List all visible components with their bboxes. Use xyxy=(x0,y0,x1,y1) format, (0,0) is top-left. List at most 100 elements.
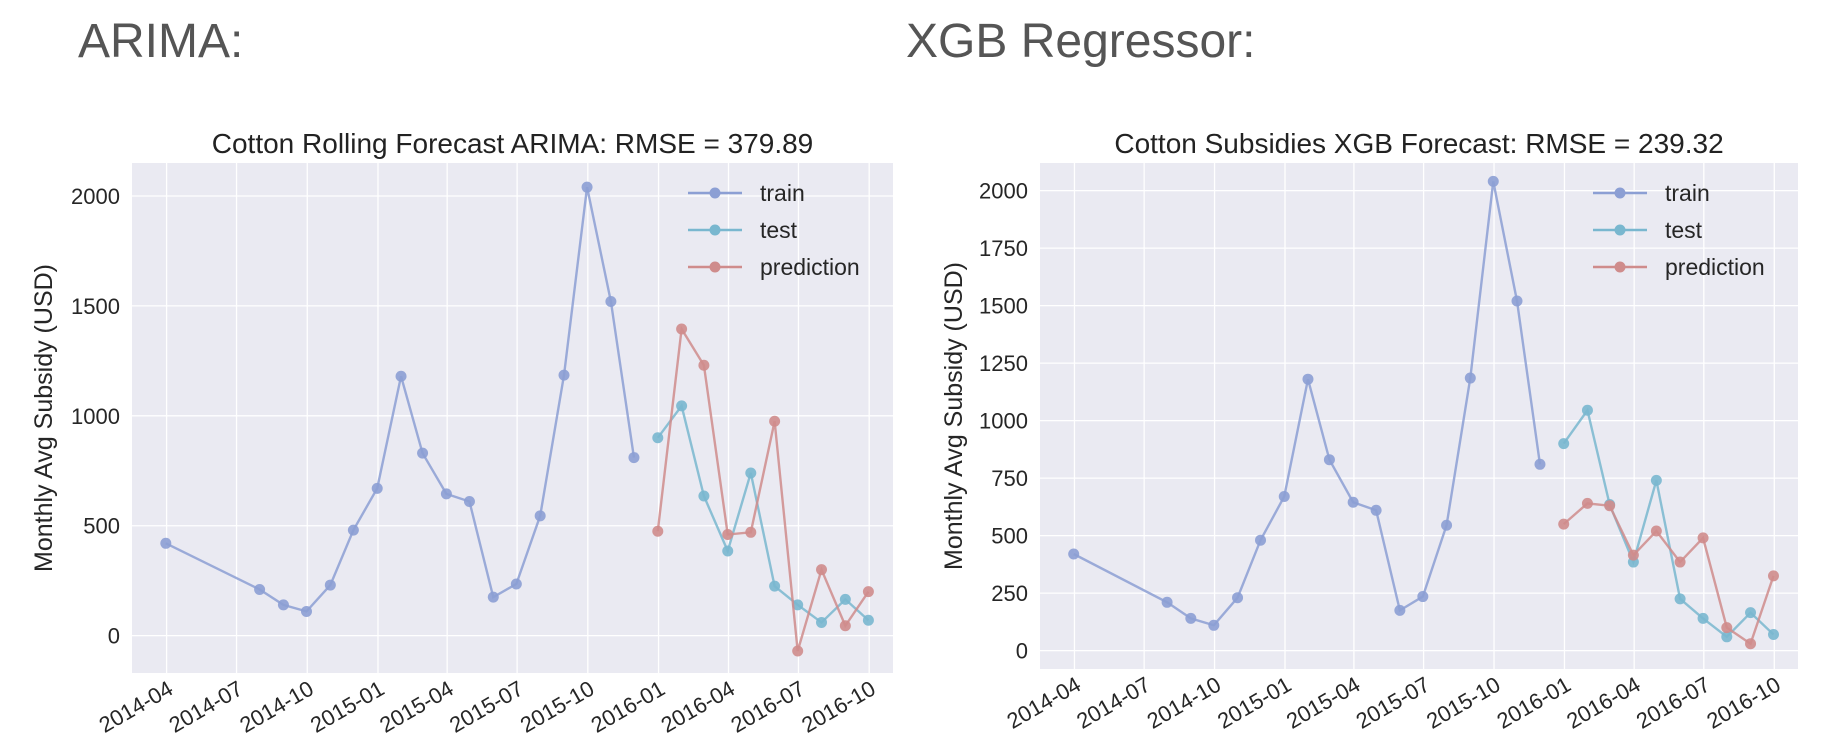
arima-train-point xyxy=(605,295,617,307)
arima-test-point xyxy=(652,432,664,444)
xgb-train-point xyxy=(1208,619,1220,631)
arima-x-tick-label: 2015-07 xyxy=(445,676,527,738)
xgb-test-point xyxy=(1581,404,1593,416)
arima-train-point xyxy=(487,591,499,603)
xgb-y-tick-label: 1250 xyxy=(979,351,1028,376)
arima-test-line xyxy=(656,403,870,625)
xgb-y-axis-label: Monthly Avg Subsidy (USD) xyxy=(940,262,968,570)
xgb-test-point xyxy=(1745,607,1757,619)
arima-y-tick-label: 1500 xyxy=(71,294,120,319)
arima-train-point xyxy=(300,605,312,617)
arima-train-point xyxy=(417,447,429,459)
arima-prediction-point xyxy=(792,645,804,657)
xgb-train-point xyxy=(1534,458,1546,470)
arima-prediction-point xyxy=(745,526,757,538)
xgb-train-point xyxy=(1232,592,1244,604)
xgb-test-point xyxy=(1697,612,1709,624)
xgb-y-tick-label: 0 xyxy=(1016,639,1028,664)
arima-prediction-point xyxy=(839,620,851,632)
xgb-test-point xyxy=(1721,631,1733,643)
xgb-x-tick-label: 2014-04 xyxy=(1003,672,1085,734)
arima-train-point xyxy=(463,496,475,508)
xgb-x-tick-label: 2015-10 xyxy=(1422,672,1504,734)
xgb-y-tick-label: 750 xyxy=(991,466,1028,491)
arima-y-tick-label: 2000 xyxy=(71,184,120,209)
xgb-prediction-line xyxy=(1562,502,1775,646)
arima-test-point xyxy=(816,616,828,628)
xgb-train-point xyxy=(1464,372,1476,384)
arima-prediction-point xyxy=(769,415,781,427)
xgb-y-tick-label: 2000 xyxy=(979,179,1028,204)
arima-x-tick-label: 2016-07 xyxy=(727,676,809,738)
xgb-prediction-point xyxy=(1581,497,1593,509)
xgb-prediction-point xyxy=(1767,570,1779,582)
xgb-x-tick-label: 2014-10 xyxy=(1143,672,1225,734)
xgb-train-point xyxy=(1278,491,1290,502)
xgb-prediction-point xyxy=(1558,518,1570,530)
arima-test-point xyxy=(792,599,804,611)
arima-x-tick-label: 2016-01 xyxy=(587,676,669,738)
arima-train-point xyxy=(440,488,452,500)
xgb-test-point xyxy=(1650,474,1662,486)
arima-y-tick-label: 0 xyxy=(108,624,120,649)
arima-legend-train-marker xyxy=(709,187,721,199)
arima-train-point xyxy=(254,583,266,595)
arima-x-tick-label: 2016-10 xyxy=(797,676,879,738)
xgb-x-tick-label: 2014-07 xyxy=(1072,672,1154,734)
arima-x-tick-label: 2015-10 xyxy=(516,676,598,738)
xgb-legend-test-marker xyxy=(1614,224,1626,236)
xgb-train-point xyxy=(1441,519,1453,531)
arima-chart: 05001000150020002014-042014-072014-10201… xyxy=(30,128,893,738)
arima-heading: ARIMA: xyxy=(78,15,244,68)
arima-prediction-point xyxy=(652,525,664,537)
arima-x-tick-label: 2014-07 xyxy=(165,676,247,738)
xgb-train-point xyxy=(1511,295,1523,307)
xgb-train-point xyxy=(1161,596,1173,608)
xgb-heading: XGB Regressor: xyxy=(906,15,1256,68)
arima-prediction-point xyxy=(698,359,710,371)
arima-legend-test-label: test xyxy=(760,217,798,243)
xgb-x-tick-label: 2016-07 xyxy=(1632,672,1714,734)
arima-x-tick-label: 2015-04 xyxy=(375,676,457,738)
arima-test-point xyxy=(676,400,688,412)
xgb-train-point xyxy=(1347,496,1359,508)
xgb-train-point xyxy=(1370,504,1382,516)
xgb-prediction-point xyxy=(1650,525,1662,537)
arima-test-point xyxy=(698,490,710,502)
arima-x-tick-label: 2015-01 xyxy=(306,676,388,738)
xgb-train-point xyxy=(1417,591,1429,603)
xgb-prediction-point xyxy=(1697,532,1709,544)
arima-train-point xyxy=(324,579,336,591)
arima-y-axis-label: Monthly Avg Subsidy (USD) xyxy=(30,264,58,572)
arima-train-point xyxy=(160,537,172,549)
xgb-train-point xyxy=(1255,534,1267,546)
xgb-legend-train-marker xyxy=(1614,187,1626,199)
xgb-plot-area xyxy=(1040,163,1798,669)
xgb-train-point xyxy=(1302,373,1314,385)
xgb-x-tick-label: 2016-10 xyxy=(1702,672,1784,734)
xgb-legend-prediction-marker xyxy=(1614,261,1626,273)
xgb-train-point xyxy=(1068,548,1080,560)
xgb-test-point xyxy=(1674,593,1686,605)
xgb-y-tick-label: 1000 xyxy=(979,409,1028,434)
xgb-train-point xyxy=(1323,454,1335,466)
arima-y-tick-label: 1000 xyxy=(71,404,120,429)
xgb-train-point xyxy=(1394,604,1406,616)
arima-x-tick-label: 2016-04 xyxy=(657,676,739,738)
arima-y-tick-label: 500 xyxy=(83,514,120,539)
arima-train-point xyxy=(395,370,407,382)
xgb-y-tick-label: 1750 xyxy=(979,236,1028,261)
arima-prediction-point xyxy=(676,323,688,335)
xgb-prediction-point xyxy=(1627,549,1639,561)
arima-train-point xyxy=(534,510,546,522)
arima-legend-prediction-label: prediction xyxy=(760,254,860,280)
xgb-prediction-point xyxy=(1674,556,1686,568)
xgb-test-point xyxy=(1767,629,1779,640)
arima-test-point xyxy=(839,593,851,605)
arima-prediction-point xyxy=(862,586,874,598)
xgb-x-tick-label: 2015-01 xyxy=(1213,672,1295,734)
xgb-prediction-point xyxy=(1745,638,1757,650)
xgb-train-point xyxy=(1185,612,1197,624)
xgb-chart: 0250500750100012501500175020002014-04201… xyxy=(940,128,1798,734)
xgb-legend-test-label: test xyxy=(1665,217,1703,243)
